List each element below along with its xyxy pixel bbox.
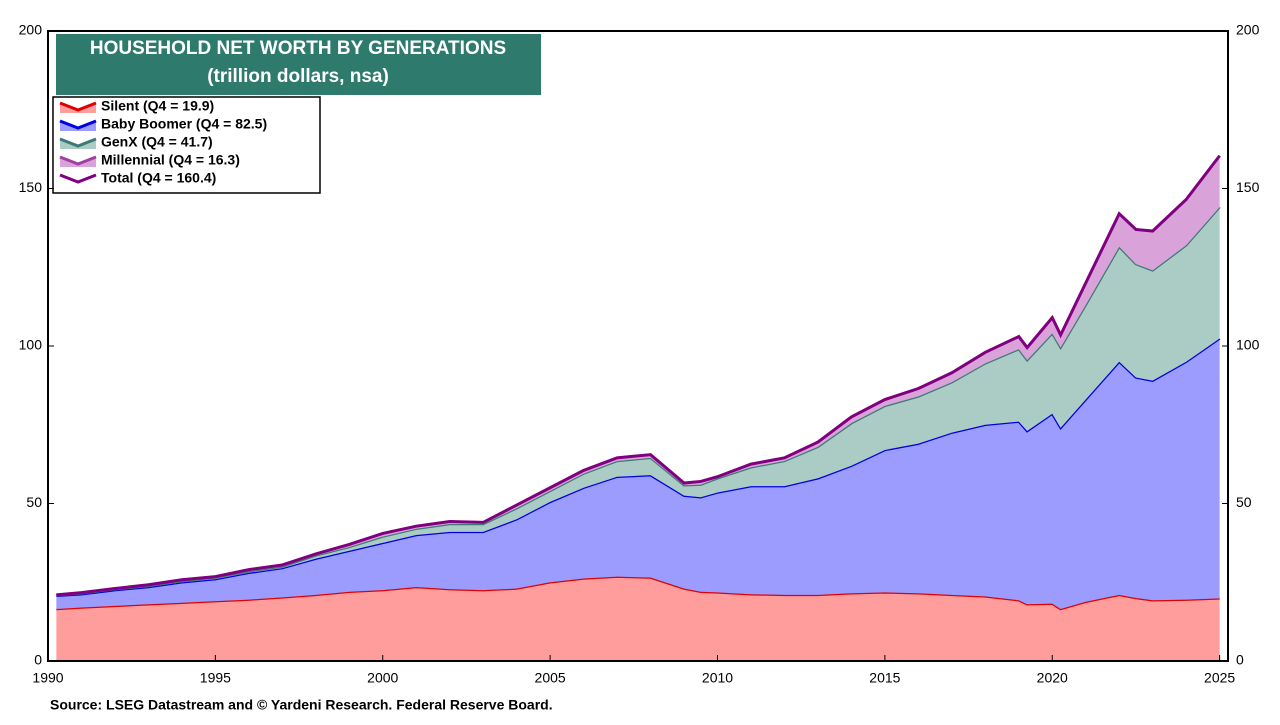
x-tick-label: 2005 (535, 670, 566, 686)
legend: Silent (Q4 = 19.9) Baby Boomer (Q4 = 82.5… (52, 96, 321, 194)
x-tick-label: 2015 (869, 670, 900, 686)
legend-label: GenX (Q4 = 41.7) (101, 134, 213, 150)
total-line (56, 154, 1221, 597)
x-tick-label: 1990 (32, 670, 63, 686)
chart-title: HOUSEHOLD NET WORTH BY GENERATIONS (90, 38, 506, 59)
legend-swatch (60, 157, 96, 167)
area (56, 207, 1220, 596)
x-tick-label: 2010 (702, 670, 733, 686)
legend-line (59, 137, 97, 148)
y-tick-label: 50 (26, 494, 42, 510)
area (56, 338, 1220, 610)
y-tick-label: 0 (34, 652, 42, 668)
legend-box (52, 96, 321, 194)
legend-swatch (60, 139, 96, 149)
y-tick-label: 100 (19, 337, 43, 353)
plot-area (56, 154, 1221, 661)
title-box (56, 34, 541, 95)
x-tick-label: 1995 (200, 670, 231, 686)
y-tick-label: 200 (19, 22, 43, 38)
y-tick-label: 150 (19, 179, 43, 195)
y2-tick-label: 100 (1236, 337, 1260, 353)
y2-tick-label: 200 (1236, 22, 1260, 38)
legend-line (59, 119, 97, 130)
legend-label: Total (Q4 = 160.4) (101, 170, 216, 186)
legend-label: Millennial (Q4 = 16.3) (101, 152, 240, 168)
y2-tick-label: 50 (1236, 494, 1252, 510)
x-tick-label: 2025 (1204, 670, 1235, 686)
x-tick-label: 2000 (367, 670, 398, 686)
legend-label: Baby Boomer (Q4 = 82.5) (101, 116, 267, 132)
legend-swatch (60, 103, 96, 113)
legend-line (59, 155, 97, 166)
legend-label: Silent (Q4 = 19.9) (101, 98, 214, 114)
area (56, 576, 1220, 661)
x-tick-label: 2020 (1037, 670, 1068, 686)
legend-swatch (60, 121, 96, 131)
y2-tick-label: 150 (1236, 179, 1260, 195)
legend-line (59, 101, 97, 112)
legend-line (59, 173, 97, 184)
source-note: Source: LSEG Datastream and © Yardeni Re… (50, 697, 553, 713)
chart-subtitle: (trillion dollars, nsa) (207, 66, 389, 87)
y2-tick-label: 0 (1236, 652, 1244, 668)
